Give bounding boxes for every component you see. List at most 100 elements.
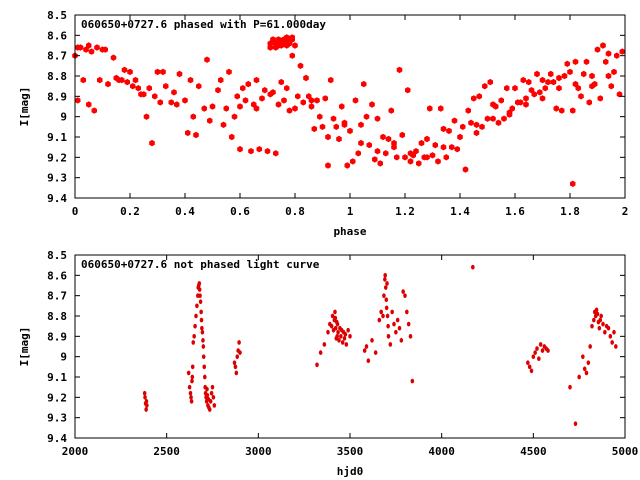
data-point: [211, 394, 216, 400]
data-point: [529, 368, 534, 374]
data-point: [182, 97, 188, 104]
data-point: [575, 85, 581, 92]
data-point: [278, 42, 284, 49]
data-point: [573, 421, 578, 427]
data-point: [335, 321, 340, 327]
data-point: [528, 87, 535, 94]
y-tick-label: 9.3: [47, 412, 67, 425]
data-point: [570, 107, 576, 114]
data-point: [102, 46, 108, 53]
data-point: [498, 97, 504, 104]
data-point: [572, 80, 579, 88]
data-point: [333, 325, 338, 331]
data-point: [329, 323, 334, 329]
data-point: [374, 115, 381, 122]
data-point: [149, 139, 155, 147]
data-point: [195, 303, 199, 309]
data-point: [504, 85, 510, 92]
data-point: [237, 103, 243, 110]
data-point: [245, 80, 251, 88]
data-point: [192, 333, 196, 339]
data-point: [199, 309, 203, 315]
data-point: [144, 407, 148, 412]
data-point: [189, 394, 193, 400]
data-point: [311, 125, 317, 133]
data-point: [578, 93, 584, 100]
data-point: [94, 44, 100, 51]
unphased-light-curve-panel: 2000 2500 3000 3500 4000 4500 5000 8.5 8.6 8.7 8.8…: [18, 249, 638, 478]
data-point: [584, 370, 589, 376]
data-point: [186, 370, 191, 376]
data-point: [548, 70, 554, 78]
data-point: [399, 338, 404, 343]
data-point: [205, 392, 210, 398]
x-tick-label: 2000: [62, 445, 89, 458]
data-point: [253, 76, 260, 84]
data-point: [205, 386, 209, 392]
data-point: [446, 127, 452, 135]
data-point: [275, 101, 282, 108]
data-point: [388, 342, 393, 347]
data-point: [561, 72, 568, 80]
y-axis-label: I[mag]: [18, 87, 31, 127]
data-point: [406, 321, 411, 327]
data-point: [207, 117, 213, 124]
data-point: [278, 78, 284, 86]
data-point: [319, 123, 326, 130]
data-point: [297, 62, 304, 69]
data-point: [344, 162, 350, 169]
y-tick-label: 8.5: [47, 249, 67, 262]
data-point: [339, 333, 343, 339]
data-point: [339, 103, 345, 110]
data-point: [342, 336, 347, 341]
data-point: [333, 123, 339, 130]
data-point: [201, 105, 207, 112]
data-point: [542, 85, 548, 92]
data-point: [577, 374, 581, 380]
data-point: [586, 360, 591, 366]
plot-frame: [74, 14, 626, 199]
data-point: [328, 76, 334, 84]
data-point: [75, 44, 81, 51]
data-point: [210, 384, 215, 390]
data-point: [352, 97, 359, 104]
data-point: [281, 97, 287, 104]
data-point: [234, 93, 240, 100]
data-point: [273, 44, 279, 51]
data-point: [300, 99, 306, 106]
data-point: [370, 338, 374, 343]
data-point: [435, 158, 441, 165]
data-point: [471, 264, 475, 270]
data-point: [592, 317, 596, 323]
data-point: [380, 133, 386, 141]
data-point: [273, 150, 279, 157]
x-tick-label: 4500: [520, 445, 547, 458]
data-point: [484, 115, 491, 122]
data-point: [326, 329, 330, 335]
data-point: [119, 76, 125, 84]
phased-light-curve-panel: 0 0.2 0.4 0.6 0.8 1 1.2 1.4 1.6 1.8 2 8.5 8.6 8.7 8.8 8…: [18, 9, 628, 238]
data-point: [238, 350, 242, 355]
data-point: [348, 333, 352, 339]
data-point: [567, 68, 573, 76]
data-point: [209, 103, 216, 110]
data-point: [451, 117, 458, 124]
y-axis-label: I[mag]: [18, 327, 31, 367]
data-point: [220, 121, 227, 128]
data-point: [424, 135, 430, 143]
x-tick-label: 1.8: [560, 205, 580, 218]
data-point: [188, 390, 193, 396]
data-point: [289, 52, 295, 59]
y-tick-label: 8.6: [47, 29, 67, 42]
data-point: [590, 323, 594, 329]
x-tick-label: 0.2: [120, 205, 140, 218]
data-point: [427, 105, 433, 112]
data-point: [157, 99, 163, 106]
data-point: [262, 87, 268, 94]
data-point: [374, 148, 381, 155]
data-point: [599, 313, 603, 319]
data-point: [383, 272, 388, 278]
data-point: [237, 340, 241, 345]
data-point: [608, 333, 613, 339]
data-point: [256, 146, 262, 153]
